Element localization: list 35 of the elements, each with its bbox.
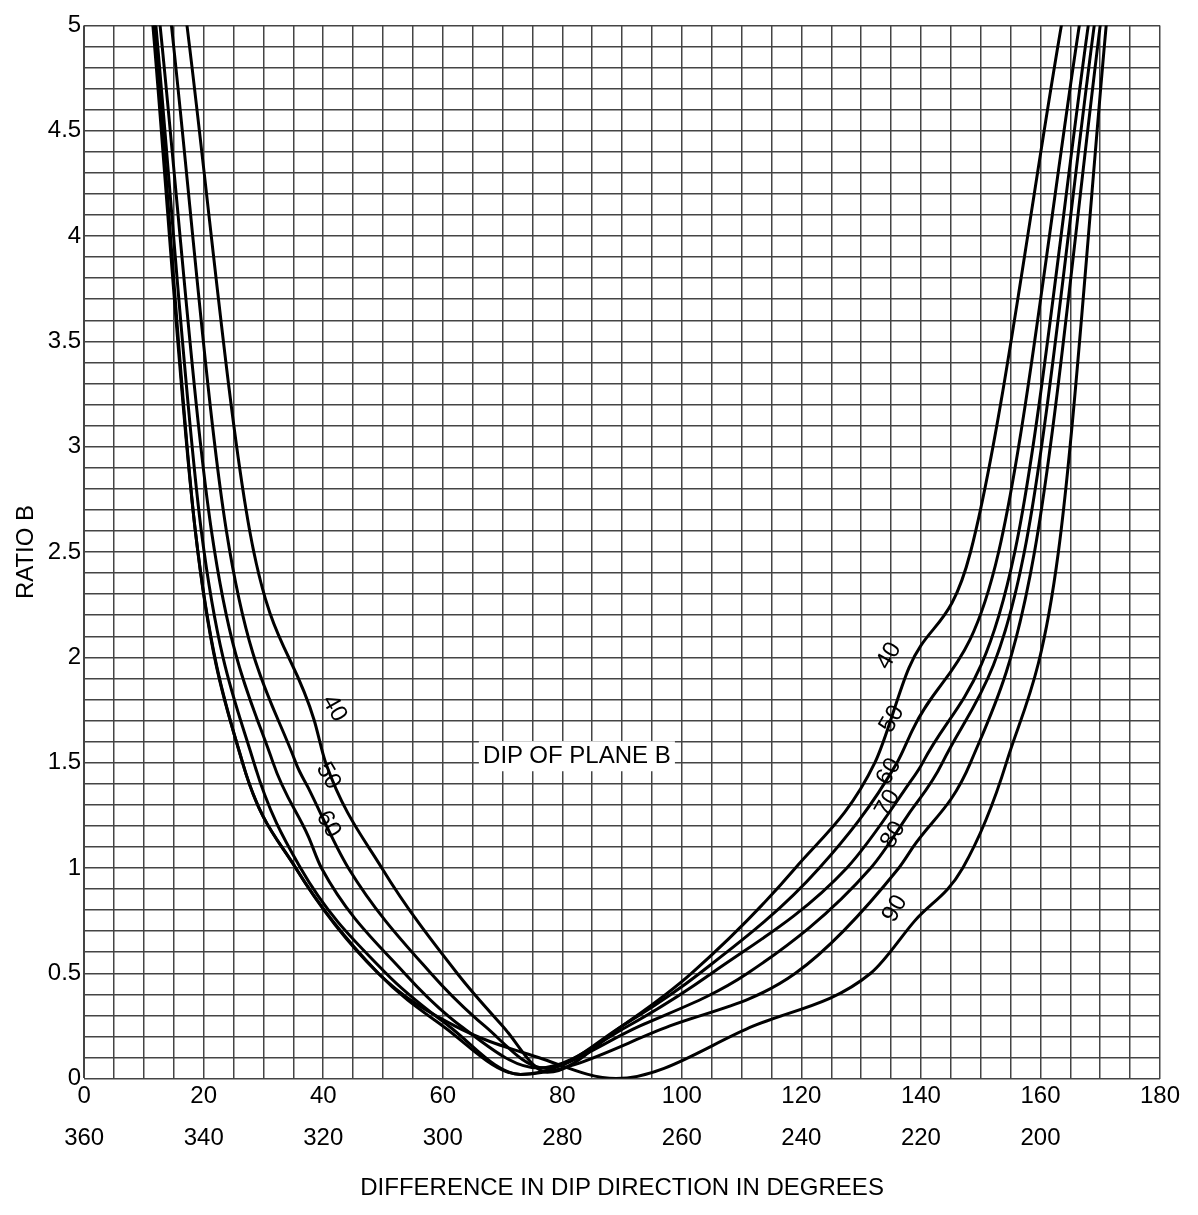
x2-tick-label: 360 [64,1123,105,1151]
annotation: 40 [317,689,355,726]
x2-tick-label: 300 [422,1123,463,1151]
x-tick-label: 40 [309,1080,337,1108]
x-tick-label: 60 [429,1080,457,1108]
y-tick-label: 3.5 [47,325,82,353]
annotation: DIP OF PLANE B [483,740,671,768]
y-tick-label: 2.5 [47,536,82,564]
x-axis-title: DIFFERENCE IN DIP DIRECTION IN DEGREES [360,1173,884,1201]
y-tick-label: 1 [67,852,82,880]
x-tick-label: 100 [661,1080,702,1108]
x-tick-label: 140 [900,1080,941,1108]
y-tick-label: 0.5 [47,957,82,985]
x2-tick-label: 260 [661,1123,702,1151]
annotation: 90 [874,889,912,926]
y-axis-title: RATIO B [11,504,39,600]
y-tick-label: 4 [67,220,82,248]
y-tick-label: 4.5 [47,115,82,143]
y-tick-label: 5 [67,10,82,38]
x2-tick-label: 280 [542,1123,583,1151]
y-tick-label: 1.5 [47,747,82,775]
annotation: 70 [867,784,905,821]
x2-tick-label: 320 [303,1123,344,1151]
x-tick-label: 20 [190,1080,218,1108]
x-tick-label: 120 [781,1080,822,1108]
y-tick-label: 2 [67,641,82,669]
x-tick-label: 180 [1139,1080,1181,1108]
annotation: 40 [868,636,906,674]
x-tick-label: 160 [1020,1080,1061,1108]
x-tick-label: 80 [548,1080,576,1108]
y-tick-label: 3 [67,431,82,459]
x2-tick-label: 200 [1020,1123,1061,1151]
x2-tick-label: 240 [781,1123,822,1151]
x2-tick-label: 340 [183,1123,224,1151]
x2-tick-label: 220 [900,1123,941,1151]
